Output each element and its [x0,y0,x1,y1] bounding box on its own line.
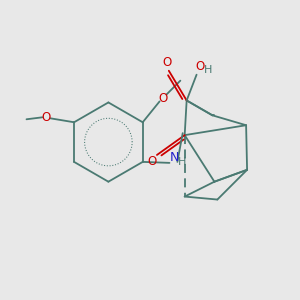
Text: H: H [178,157,187,167]
Text: O: O [147,155,157,168]
Text: O: O [158,92,167,105]
Text: O: O [195,60,204,73]
Text: H: H [204,65,213,75]
Text: O: O [162,56,172,69]
Text: N: N [170,152,179,164]
Text: O: O [42,111,51,124]
